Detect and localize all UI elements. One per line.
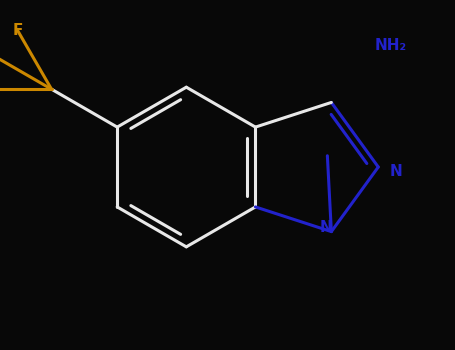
Text: N: N <box>319 220 332 235</box>
Text: NH₂: NH₂ <box>374 38 407 54</box>
Text: F: F <box>12 23 23 38</box>
Text: N: N <box>389 163 402 178</box>
